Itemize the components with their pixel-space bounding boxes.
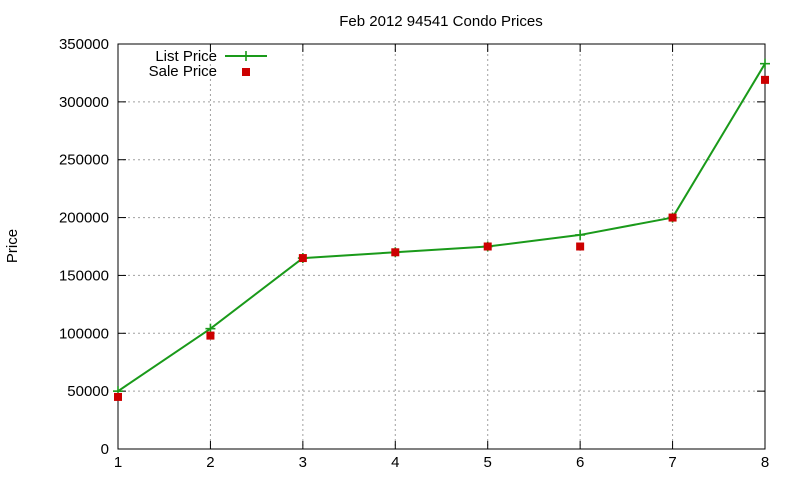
- data-point-sale-price: [114, 392, 122, 401]
- y-tick-label: 250000: [59, 152, 109, 169]
- y-tick-label: 200000: [59, 210, 109, 227]
- x-tick-label: 5: [484, 454, 492, 471]
- series-line-list-price: [117, 63, 766, 392]
- y-tick-label: 350000: [59, 36, 109, 53]
- data-point-list-price: [760, 58, 770, 69]
- axis-ticks: [117, 43, 766, 450]
- x-tick-label: 4: [391, 454, 399, 471]
- legend-label-list-price: List Price: [155, 48, 217, 65]
- x-tick-label: 2: [206, 454, 214, 471]
- series-sale-price: [114, 75, 769, 401]
- x-tick-label: 6: [576, 454, 584, 471]
- data-point-list-price: [575, 229, 586, 240]
- data-point-sale-price: [483, 242, 492, 251]
- data-point-sale-price: [576, 242, 585, 251]
- y-tick-labels: 0 50000 100000 150000 200000 250000 300000 3500…: [59, 36, 109, 458]
- data-point-sale-price: [668, 213, 677, 222]
- data-point-sale-price: [761, 75, 769, 84]
- plot-border: [117, 43, 766, 450]
- y-tick-label: 50000: [67, 383, 109, 400]
- data-point-sale-price: [391, 248, 400, 257]
- y-axis-label: Price: [4, 229, 21, 263]
- chart-title: Feb 2012 94541 Condo Prices: [339, 13, 542, 30]
- legend-label-sale-price: Sale Price: [149, 63, 217, 80]
- x-tick-labels: 1 2 3 4 5 6 7 8: [114, 454, 769, 471]
- y-tick-label: 300000: [59, 94, 109, 111]
- data-point-sale-price: [206, 331, 215, 340]
- x-tick-label: 3: [299, 454, 307, 471]
- legend: List Price Sale Price: [149, 48, 267, 80]
- y-tick-label: 0: [101, 441, 109, 458]
- y-tick-label: 100000: [59, 325, 109, 342]
- x-tick-label: 7: [668, 454, 676, 471]
- legend-marker-list-price: [241, 51, 251, 61]
- data-point-sale-price: [298, 254, 307, 263]
- x-tick-label: 8: [761, 454, 769, 471]
- x-tick-label: 1: [114, 454, 122, 471]
- legend-marker-sale-price: [242, 68, 250, 76]
- series-layer: [113, 58, 770, 401]
- y-tick-label: 150000: [59, 267, 109, 284]
